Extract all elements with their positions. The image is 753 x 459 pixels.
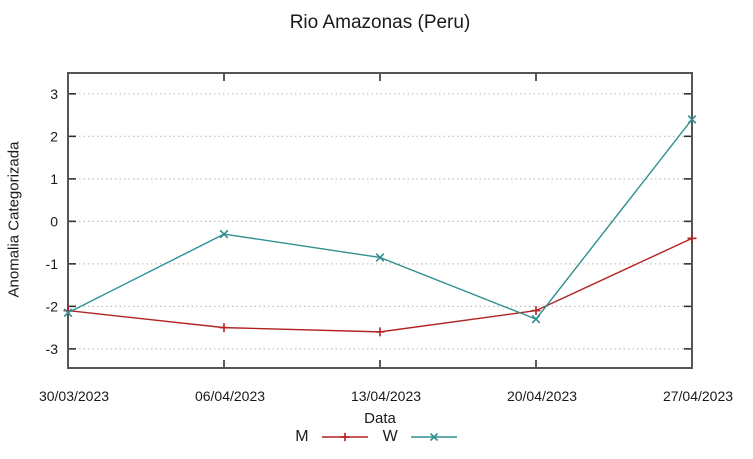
y-tick-label: 1 xyxy=(50,171,58,187)
x-axis-label: Data xyxy=(364,410,396,427)
y-tick-label: -2 xyxy=(46,298,59,314)
y-tick-label: 0 xyxy=(50,213,58,229)
series-W-marker xyxy=(375,253,385,262)
x-tick-label: 20/04/2023 xyxy=(507,388,577,404)
series-W-marker xyxy=(63,308,73,318)
legend-label-W: W xyxy=(382,428,398,445)
series-W-marker xyxy=(219,229,229,239)
y-tick-label: 3 xyxy=(50,86,58,102)
y-tick-label: 2 xyxy=(50,128,58,144)
series-W-line xyxy=(67,118,693,320)
legend-sample-W xyxy=(410,432,457,442)
series-W-marker xyxy=(531,314,541,324)
x-tick-label: 27/04/2023 xyxy=(663,388,733,404)
plot-border xyxy=(67,72,693,369)
series-W-marker xyxy=(687,114,697,124)
x-tick-label: 06/04/2023 xyxy=(195,388,265,404)
x-tick-label: 30/03/2023 xyxy=(39,388,109,404)
y-tick-label: -1 xyxy=(46,256,59,272)
x-tick-label: 13/04/2023 xyxy=(351,388,421,404)
legend-item-W: W xyxy=(383,428,458,446)
legend-label-M: M xyxy=(295,428,309,445)
series-M-line xyxy=(67,237,693,333)
chart-title: Rio Amazonas (Peru) xyxy=(289,12,471,33)
legend-item-M: M xyxy=(295,428,368,446)
legend-sample-M xyxy=(321,432,368,442)
y-tick-label: -3 xyxy=(46,341,59,357)
